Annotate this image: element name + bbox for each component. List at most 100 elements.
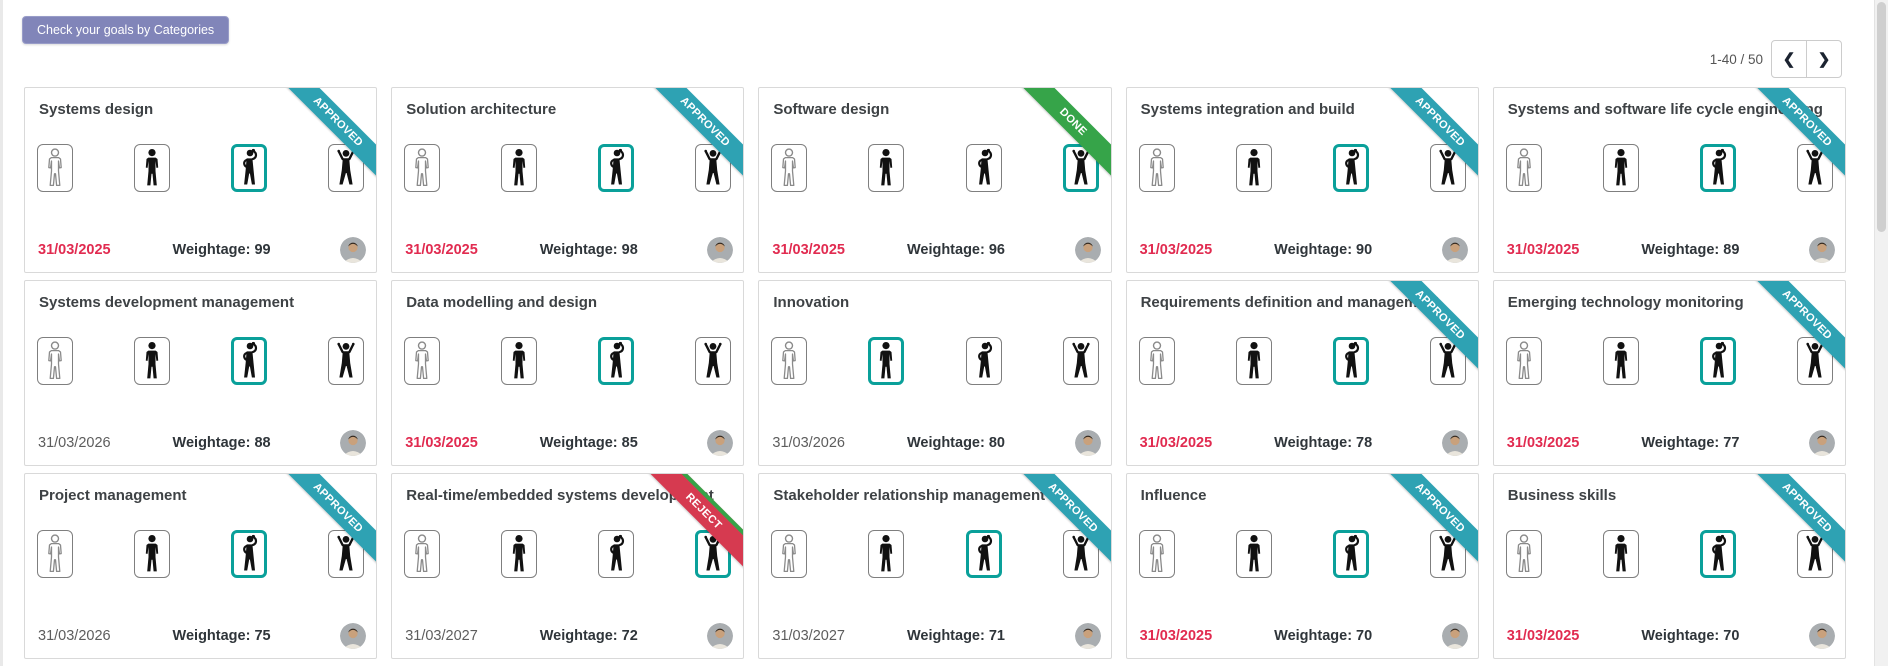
level-4-box[interactable] xyxy=(328,530,365,578)
person-hand-on-head-icon xyxy=(243,341,258,378)
goal-card[interactable]: Systems integration and build APPROVED xyxy=(1125,87,1479,273)
level-1-box[interactable] xyxy=(1505,530,1542,578)
level-2-box[interactable] xyxy=(1602,337,1639,385)
level-2-box[interactable] xyxy=(1602,530,1639,578)
previous-page-button[interactable]: ❮ xyxy=(1771,40,1807,78)
level-2-box[interactable] xyxy=(501,530,538,578)
level-3-box[interactable] xyxy=(1699,337,1736,385)
goal-card[interactable]: Systems development management xyxy=(24,280,378,466)
level-4-box[interactable] xyxy=(1062,337,1099,385)
level-3-box[interactable] xyxy=(598,337,635,385)
level-1-box[interactable] xyxy=(771,337,808,385)
level-2-box[interactable] xyxy=(134,337,171,385)
card-footer: 31/03/2026 Weightage: 88 xyxy=(38,430,367,456)
level-3-box[interactable] xyxy=(231,530,268,578)
level-4-box[interactable] xyxy=(1062,144,1099,192)
assignee-avatar[interactable] xyxy=(707,237,734,263)
assignee-avatar[interactable] xyxy=(1809,237,1835,263)
level-1-box[interactable] xyxy=(771,530,808,578)
level-3-box[interactable] xyxy=(1699,530,1736,578)
goal-card[interactable]: Project management APPROVED xyxy=(24,473,378,659)
level-4-box[interactable] xyxy=(1429,530,1466,578)
level-3-box[interactable] xyxy=(231,144,268,192)
assignee-avatar[interactable] xyxy=(1441,623,1468,649)
goal-card[interactable]: Software design DONE xyxy=(758,87,1112,273)
level-3-box[interactable] xyxy=(1332,337,1369,385)
level-2-box[interactable] xyxy=(1235,144,1272,192)
level-2-box[interactable] xyxy=(868,530,905,578)
assignee-avatar[interactable] xyxy=(340,623,367,649)
level-1-box[interactable] xyxy=(1505,144,1542,192)
level-3-box[interactable] xyxy=(598,530,635,578)
level-4-box[interactable] xyxy=(328,337,365,385)
level-3-box[interactable] xyxy=(965,337,1002,385)
level-4-box[interactable] xyxy=(328,144,365,192)
level-1-box[interactable] xyxy=(1138,337,1175,385)
level-1-box[interactable] xyxy=(404,144,441,192)
level-3-box[interactable] xyxy=(231,337,268,385)
level-4-box[interactable] xyxy=(1796,530,1833,578)
level-1-box[interactable] xyxy=(771,144,808,192)
goal-card[interactable]: Data modelling and design xyxy=(391,280,745,466)
level-4-box[interactable] xyxy=(1429,337,1466,385)
goal-card[interactable]: Systems and software life cycle engineer… xyxy=(1492,87,1846,273)
level-2-box[interactable] xyxy=(868,144,905,192)
goal-card[interactable]: Business skills APPROVED xyxy=(1492,473,1846,659)
assignee-avatar[interactable] xyxy=(340,237,367,263)
assignee-avatar[interactable] xyxy=(1074,430,1101,456)
level-4-box[interactable] xyxy=(695,337,732,385)
vertical-scrollbar[interactable] xyxy=(1874,0,1888,666)
level-3-box[interactable] xyxy=(965,144,1002,192)
assignee-avatar[interactable] xyxy=(1074,237,1101,263)
level-4-box[interactable] xyxy=(1796,337,1833,385)
level-1-box[interactable] xyxy=(1138,144,1175,192)
level-2-box[interactable] xyxy=(868,337,905,385)
assignee-avatar[interactable] xyxy=(1074,623,1101,649)
level-2-box[interactable] xyxy=(1235,337,1272,385)
next-page-button[interactable]: ❯ xyxy=(1806,40,1842,78)
assignee-avatar[interactable] xyxy=(1809,430,1835,456)
level-1-box[interactable] xyxy=(1138,530,1175,578)
level-4-box[interactable] xyxy=(695,530,732,578)
check-goals-by-categories-button[interactable]: Check your goals by Categories xyxy=(22,16,230,44)
level-1-box[interactable] xyxy=(37,144,73,192)
level-1-box[interactable] xyxy=(1505,337,1542,385)
assignee-avatar[interactable] xyxy=(707,430,734,456)
level-3-box[interactable] xyxy=(1332,144,1369,192)
level-3-box[interactable] xyxy=(598,144,635,192)
weightage-label: Weightage: 77 xyxy=(1641,435,1740,451)
proficiency-levels xyxy=(1127,144,1478,192)
level-2-box[interactable] xyxy=(1235,530,1272,578)
level-3-box[interactable] xyxy=(1699,144,1736,192)
assignee-avatar[interactable] xyxy=(707,623,734,649)
level-2-box[interactable] xyxy=(501,337,538,385)
goal-card[interactable]: Solution architecture APPROVED xyxy=(391,87,745,273)
goal-card[interactable]: Stakeholder relationship management APPR… xyxy=(758,473,1112,659)
level-1-box[interactable] xyxy=(37,337,73,385)
level-1-box[interactable] xyxy=(37,530,73,578)
proficiency-levels xyxy=(392,337,743,385)
level-3-box[interactable] xyxy=(1332,530,1369,578)
scrollbar-thumb[interactable] xyxy=(1877,2,1886,232)
assignee-avatar[interactable] xyxy=(1809,623,1835,649)
goal-card[interactable]: Systems design APPROVED xyxy=(24,87,378,273)
level-4-box[interactable] xyxy=(1796,144,1833,192)
goal-card[interactable]: Innovation xyxy=(758,280,1112,466)
goal-card[interactable]: Real-time/embedded systems development R… xyxy=(391,473,745,659)
assignee-avatar[interactable] xyxy=(340,430,367,456)
level-2-box[interactable] xyxy=(134,144,171,192)
level-2-box[interactable] xyxy=(134,530,171,578)
goal-card[interactable]: Emerging technology monitoring APPROVED xyxy=(1492,280,1846,466)
goal-card[interactable]: Influence APPROVED xyxy=(1125,473,1479,659)
level-2-box[interactable] xyxy=(501,144,538,192)
level-3-box[interactable] xyxy=(965,530,1002,578)
assignee-avatar[interactable] xyxy=(1441,430,1468,456)
level-4-box[interactable] xyxy=(1062,530,1099,578)
assignee-avatar[interactable] xyxy=(1441,237,1468,263)
level-1-box[interactable] xyxy=(404,530,441,578)
level-4-box[interactable] xyxy=(695,144,732,192)
level-1-box[interactable] xyxy=(404,337,441,385)
level-4-box[interactable] xyxy=(1429,144,1466,192)
level-2-box[interactable] xyxy=(1602,144,1639,192)
goal-card[interactable]: Requirements definition and management A… xyxy=(1125,280,1479,466)
